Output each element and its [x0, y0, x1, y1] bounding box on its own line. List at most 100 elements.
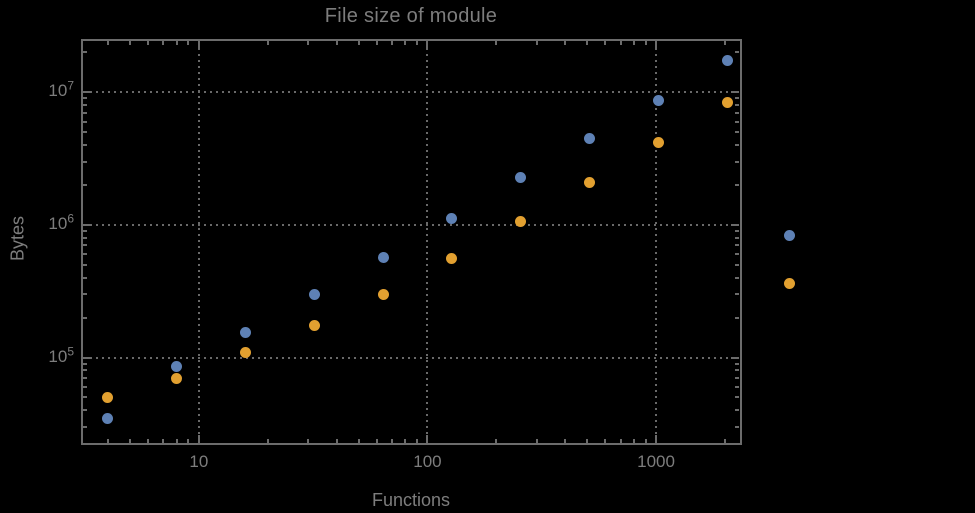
- y-tick-left: [83, 91, 91, 94]
- x-tick-top: [619, 41, 622, 45]
- y-tick-left: [83, 244, 87, 247]
- data-point-series-blue-x4: [102, 412, 114, 424]
- x-tick-bottom: [147, 439, 150, 443]
- y-tick-left: [83, 160, 87, 163]
- x-tick-label: 1000: [637, 452, 675, 471]
- y-tick-right: [731, 356, 739, 359]
- x-tick-bottom: [644, 439, 647, 443]
- y-tick-right: [735, 104, 739, 107]
- x-tick-bottom: [129, 439, 132, 443]
- x-tick-top: [106, 41, 109, 45]
- legend-marker-blue: [783, 229, 795, 241]
- data-point-series-blue-x16: [240, 326, 252, 338]
- x-tick-top: [129, 41, 132, 45]
- y-tick-right: [735, 236, 739, 239]
- y-tick-left: [83, 385, 87, 388]
- data-point-series-blue-x256: [515, 171, 527, 183]
- y-tick-right: [735, 369, 739, 372]
- y-tick-left: [83, 230, 87, 232]
- gridline-vertical: [426, 42, 429, 442]
- y-tick-label: 107: [48, 78, 74, 101]
- data-point-series-orange-x64: [377, 288, 389, 300]
- x-tick-bottom: [416, 439, 418, 443]
- y-tick-left: [83, 131, 87, 134]
- y-tick-left: [83, 51, 87, 54]
- y-tick-right: [735, 184, 739, 187]
- x-tick-top: [586, 41, 589, 45]
- x-tick-top: [655, 41, 658, 49]
- y-tick-right: [735, 263, 739, 266]
- y-tick-left: [83, 104, 87, 107]
- y-tick-left: [83, 377, 87, 380]
- y-tick-right: [735, 276, 739, 279]
- x-tick-top: [404, 41, 407, 45]
- data-point-series-blue-x128: [446, 212, 458, 224]
- x-tick-label: 10: [189, 452, 209, 471]
- x-tick-top: [357, 41, 360, 45]
- y-tick-left: [83, 263, 87, 266]
- data-point-series-blue-x64: [377, 251, 389, 263]
- x-tick-top: [604, 41, 607, 45]
- data-point-series-orange-x32: [308, 319, 320, 331]
- data-point-series-orange-x2048: [721, 96, 733, 108]
- x-tick-top: [162, 41, 165, 45]
- x-tick-bottom: [632, 439, 635, 443]
- x-tick-top: [632, 41, 635, 45]
- y-tick-left: [83, 396, 87, 399]
- x-tick-top: [335, 41, 338, 45]
- y-tick-label: 106: [48, 211, 74, 233]
- x-tick-top: [197, 41, 200, 49]
- y-tick-left: [83, 293, 87, 296]
- gridline-vertical: [655, 42, 658, 442]
- x-tick-bottom: [266, 439, 269, 443]
- x-tick-bottom: [187, 439, 190, 443]
- x-tick-bottom: [197, 435, 200, 443]
- y-tick-left: [83, 111, 87, 114]
- data-point-series-orange-x8: [171, 372, 183, 384]
- y-tick-right: [735, 425, 739, 428]
- data-point-series-blue-x32: [308, 288, 320, 300]
- data-point-series-orange-x256: [515, 216, 527, 228]
- x-tick-top: [416, 41, 418, 45]
- y-tick-left: [83, 223, 91, 226]
- x-tick-bottom: [586, 439, 589, 443]
- x-tick-bottom: [175, 439, 178, 443]
- y-tick-right: [735, 409, 739, 412]
- x-tick-top: [391, 41, 394, 45]
- y-tick-left: [83, 316, 87, 319]
- x-tick-bottom: [357, 439, 360, 443]
- y-axis-title: Bytes: [7, 215, 28, 262]
- data-point-series-orange-x128: [446, 252, 458, 264]
- y-tick-left: [83, 409, 87, 412]
- data-point-series-orange-x16: [240, 346, 252, 358]
- y-tick-right: [735, 396, 739, 399]
- x-tick-bottom: [604, 439, 607, 443]
- y-tick-left: [83, 236, 87, 239]
- y-tick-right: [735, 51, 739, 54]
- y-tick-left: [83, 184, 87, 187]
- x-tick-bottom: [306, 439, 309, 443]
- x-tick-bottom: [426, 435, 429, 443]
- y-tick-left: [83, 276, 87, 279]
- x-tick-bottom: [655, 435, 658, 443]
- x-tick-top: [306, 41, 309, 45]
- y-tick-right: [735, 244, 739, 247]
- data-point-series-orange-x4: [102, 391, 114, 403]
- x-tick-bottom: [375, 439, 378, 443]
- y-tick-left: [83, 120, 87, 123]
- y-tick-right: [731, 91, 739, 94]
- y-tick-left: [83, 362, 87, 365]
- y-tick-right: [735, 377, 739, 380]
- y-tick-right: [735, 316, 739, 319]
- x-tick-top: [147, 41, 150, 45]
- y-tick-right: [735, 362, 739, 365]
- x-tick-bottom: [162, 439, 165, 443]
- x-tick-bottom: [723, 439, 726, 443]
- x-tick-label: 100: [413, 452, 442, 471]
- legend-marker-orange: [783, 277, 795, 289]
- x-tick-top: [426, 41, 429, 49]
- x-tick-bottom: [106, 439, 109, 443]
- chart-title: File size of module: [324, 5, 498, 27]
- y-tick-right: [735, 160, 739, 163]
